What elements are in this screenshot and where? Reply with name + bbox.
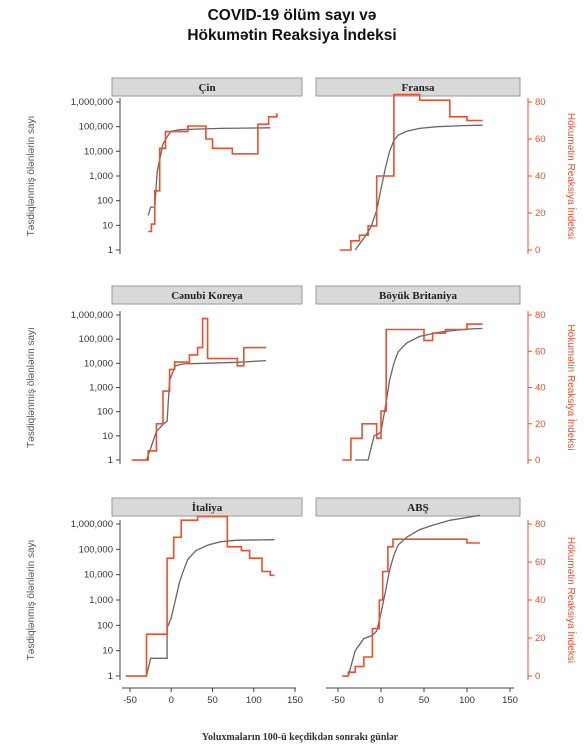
x-tick-label-5-0: -50 — [331, 695, 345, 706]
right-axis-title-1: Hökumətin Reaksiya İndeksi — [565, 113, 578, 239]
left-tick-label-4-2: 100 — [97, 620, 113, 631]
x-tick-label-5-4: 150 — [502, 695, 518, 706]
left-axis-title-2: Təsdiqlənmiş ölənlərin sayı — [26, 327, 37, 448]
left-tick-label-4-5: 100,000 — [79, 544, 113, 555]
right-tick-label-5-2: 40 — [535, 595, 546, 606]
right-tick-label-1-2: 40 — [535, 171, 546, 182]
chart-title-line-1: COVID-19 ölüm sayı və — [208, 7, 377, 24]
index-line-1 — [339, 93, 483, 251]
panel-strip-label-0: Çin — [198, 82, 215, 94]
x-tick-label-5-2: 50 — [419, 695, 430, 706]
chart-title-line-2: Hökumətin Reaksiya İndeksi — [187, 27, 396, 44]
panel-strip-label-5: ABŞ — [407, 502, 428, 514]
right-tick-label-3-0: 0 — [535, 455, 540, 466]
x-tick-label-5-1: 0 — [378, 695, 383, 706]
right-axis-title-3: Hökumətin Reaksiya İndeksi — [565, 324, 578, 450]
x-axis-label: Yoluxmaların 100-ü keçdikdən sonrakı gün… — [202, 732, 399, 743]
right-tick-label-3-3: 60 — [535, 346, 546, 357]
left-tick-label-2-6: 1,000,000 — [71, 310, 113, 321]
deaths-line-0 — [147, 127, 271, 216]
deaths-line-2 — [134, 359, 267, 461]
left-tick-label-4-6: 1,000,000 — [71, 519, 113, 530]
deaths-line-3 — [355, 327, 483, 461]
index-line-5 — [342, 538, 480, 677]
left-tick-label-0-4: 10,000 — [84, 146, 113, 157]
panel-strip-1 — [315, 77, 521, 97]
index-line-2 — [131, 317, 267, 461]
x-tick-label-4-0: -50 — [123, 695, 137, 706]
left-tick-label-4-4: 10,000 — [84, 570, 113, 581]
left-tick-label-0-6: 1,000,000 — [71, 97, 113, 108]
right-axis-title-5: Hökumətin Reaksiya İndeksi — [565, 537, 578, 663]
right-tick-label-5-1: 20 — [535, 633, 546, 644]
left-tick-label-2-1: 10 — [102, 431, 113, 442]
panel-strip-label-1: Fransa — [402, 82, 436, 94]
left-axis-title-4: Təsdiqlənmiş ölənlərin sayı — [26, 540, 37, 661]
deaths-line-4 — [125, 539, 275, 677]
left-tick-label-2-2: 100 — [97, 407, 113, 418]
panel-strip-3 — [315, 285, 521, 305]
left-tick-label-0-3: 1,000 — [89, 171, 113, 182]
right-tick-label-5-0: 0 — [535, 671, 540, 682]
right-tick-label-1-4: 80 — [535, 97, 546, 108]
left-tick-label-0-2: 100 — [97, 196, 113, 207]
left-tick-label-0-0: 1 — [108, 245, 113, 256]
right-tick-label-5-3: 60 — [535, 557, 546, 568]
right-tick-label-1-1: 20 — [535, 208, 546, 219]
x-tick-label-4-3: 100 — [246, 695, 262, 706]
panel-strip-0 — [111, 77, 303, 97]
x-tick-label-4-1: 0 — [169, 695, 174, 706]
index-line-3 — [342, 323, 483, 461]
left-tick-label-2-5: 100,000 — [79, 334, 113, 345]
left-tick-label-4-0: 1 — [108, 671, 113, 682]
panel-strip-label-4: İtaliya — [192, 502, 223, 514]
left-tick-label-2-0: 1 — [108, 455, 113, 466]
left-tick-label-0-1: 10 — [102, 220, 113, 231]
left-axis-title-0: Təsdiqlənmiş ölənlərin sayı — [26, 116, 37, 237]
right-tick-label-3-1: 20 — [535, 419, 546, 430]
right-tick-label-3-2: 40 — [535, 383, 546, 394]
right-tick-label-5-4: 80 — [535, 519, 546, 530]
x-tick-label-4-4: 150 — [287, 695, 303, 706]
right-tick-label-1-0: 0 — [535, 245, 540, 256]
panel-strip-label-2: Cənubi Koreya — [171, 290, 243, 302]
right-tick-label-1-3: 60 — [535, 134, 546, 145]
left-tick-label-4-3: 1,000 — [89, 595, 113, 606]
panel-strip-label-3: Böyük Britaniya — [379, 290, 457, 302]
left-tick-label-2-3: 1,000 — [89, 383, 113, 394]
panel-strip-5 — [315, 497, 521, 517]
deaths-line-5 — [342, 514, 481, 677]
panel-strip-2 — [111, 285, 303, 305]
right-tick-label-3-4: 80 — [535, 310, 546, 321]
x-tick-label-5-3: 100 — [459, 695, 475, 706]
panels-group: Çin1101001,00010,000100,0001,000,000Təsd… — [26, 77, 578, 706]
index-line-4 — [125, 515, 275, 677]
x-tick-label-4-2: 50 — [207, 695, 218, 706]
left-tick-label-0-5: 100,000 — [79, 122, 113, 133]
left-tick-label-4-1: 10 — [102, 646, 113, 657]
deaths-line-1 — [354, 124, 483, 251]
index-line-0 — [148, 113, 278, 233]
left-tick-label-2-4: 10,000 — [84, 358, 113, 369]
